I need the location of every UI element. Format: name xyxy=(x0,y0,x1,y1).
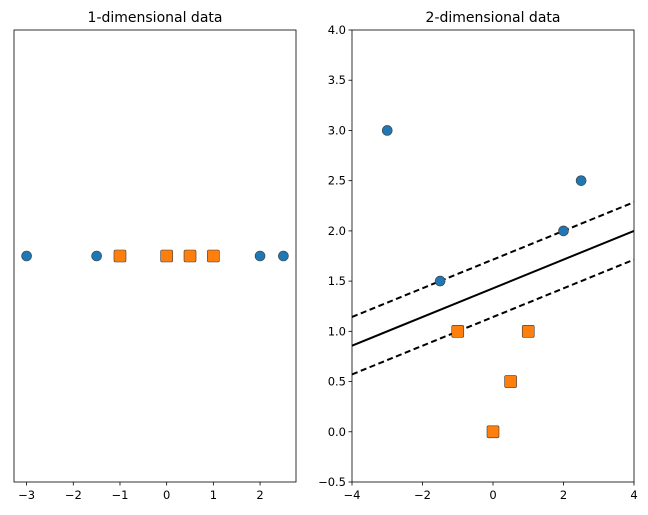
x-tick-label: −2 xyxy=(65,488,82,502)
square-point xyxy=(504,375,517,388)
decision-line xyxy=(352,229,634,347)
x-tick-label: 2 xyxy=(560,488,567,502)
chart-title: 1-dimensional data xyxy=(88,10,223,26)
circle-point xyxy=(278,250,289,262)
square-point xyxy=(160,249,173,263)
x-tick-label: 2 xyxy=(256,488,263,502)
x-tick-label: −4 xyxy=(344,488,361,502)
y-tick-label: 1.5 xyxy=(328,274,346,288)
circle-point xyxy=(91,250,102,262)
y-tick-label: −0.5 xyxy=(318,475,346,489)
square-point xyxy=(113,249,127,263)
x-tick-label: 0 xyxy=(489,488,496,502)
circle-point xyxy=(558,225,569,237)
x-tick-label: −1 xyxy=(112,488,129,502)
x-tick-label: 4 xyxy=(630,488,637,502)
y-tick-label: 0.5 xyxy=(328,375,346,389)
x-tick-label: −2 xyxy=(414,488,431,502)
circle-point xyxy=(381,125,393,136)
circle-point xyxy=(434,275,446,287)
x-tick-label: 0 xyxy=(163,488,170,502)
x-tick-label: −3 xyxy=(18,488,35,502)
margin-line xyxy=(352,258,634,376)
axes-frame xyxy=(351,29,635,483)
margin-line xyxy=(352,201,634,318)
y-tick-label: 3.5 xyxy=(328,73,346,87)
square-point xyxy=(183,249,197,263)
panel-1d: 1-dimensional data −3 −2 −1 0 1 2 xyxy=(13,10,297,502)
square-point xyxy=(486,425,500,439)
panel-2d: 2-dimensional data −4 −2 0 2 4 −0.5 0.0 0.5 1.0 1… xyxy=(318,10,638,502)
axes-frame xyxy=(13,29,297,483)
circle-point xyxy=(254,250,266,262)
square-point xyxy=(521,325,535,338)
square-point xyxy=(207,249,220,263)
y-tick-label: 1.0 xyxy=(328,324,346,338)
circle-point xyxy=(21,250,32,262)
x-tick-label: 1 xyxy=(210,488,217,502)
circle-point xyxy=(575,175,587,186)
y-tick-label: 0.0 xyxy=(328,425,346,439)
y-tick-label: 2.0 xyxy=(328,224,346,238)
y-tick-label: 2.5 xyxy=(328,174,346,188)
square-point xyxy=(451,325,465,338)
y-tick-label: 3.0 xyxy=(328,123,346,137)
chart-title: 2-dimensional data xyxy=(426,10,561,26)
y-tick-label: 4.0 xyxy=(328,23,346,37)
